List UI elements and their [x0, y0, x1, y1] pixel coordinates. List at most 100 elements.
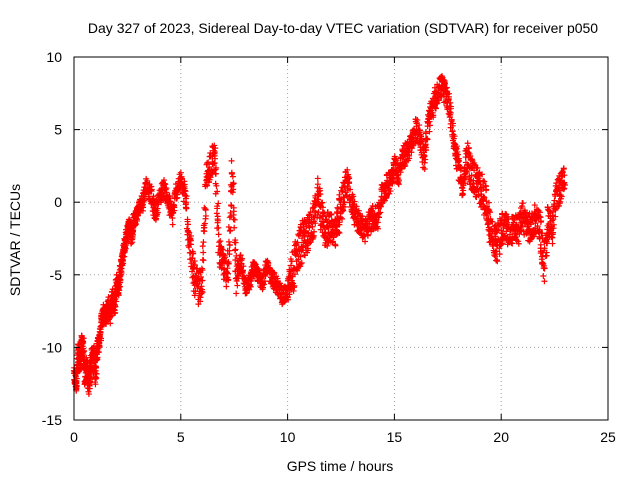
- data-point: [171, 207, 178, 214]
- x-tick-label: 25: [600, 429, 616, 445]
- data-point: [466, 150, 473, 157]
- data-point: [230, 204, 237, 211]
- data-point: [502, 232, 509, 239]
- data-point: [553, 180, 560, 187]
- data-point: [389, 179, 396, 186]
- data-point: [183, 204, 190, 211]
- data-point: [186, 229, 193, 236]
- data-point: [418, 133, 425, 140]
- data-point: [204, 182, 211, 189]
- data-point: [198, 274, 205, 281]
- data-point: [297, 263, 304, 270]
- data-point: [481, 178, 488, 185]
- data-point: [402, 162, 409, 169]
- data-point: [531, 202, 538, 209]
- data-point: [118, 261, 125, 268]
- data-point: [304, 245, 311, 252]
- data-point: [516, 231, 523, 238]
- data-point: [464, 140, 471, 147]
- data-series: [70, 73, 569, 398]
- data-point: [445, 90, 452, 97]
- data-point: [197, 294, 204, 301]
- data-point: [169, 221, 176, 228]
- data-point: [423, 136, 430, 143]
- data-point: [294, 267, 301, 274]
- axis-ticks: [73, 56, 609, 421]
- data-point: [549, 234, 556, 241]
- data-point: [314, 175, 321, 182]
- data-point: [474, 186, 481, 193]
- data-point: [549, 240, 556, 247]
- data-point: [418, 138, 425, 145]
- data-point: [286, 291, 293, 298]
- data-point: [493, 248, 500, 255]
- data-point: [451, 133, 458, 140]
- data-point: [214, 188, 221, 195]
- data-point: [307, 209, 314, 216]
- data-point: [223, 269, 230, 276]
- data-point: [459, 190, 466, 197]
- data-point: [341, 203, 348, 210]
- data-point: [128, 240, 135, 247]
- data-point: [261, 278, 268, 285]
- data-point: [305, 230, 312, 237]
- data-point: [324, 242, 331, 249]
- data-point: [96, 343, 103, 350]
- data-point: [549, 217, 556, 224]
- data-point: [226, 214, 233, 221]
- data-point: [416, 122, 423, 129]
- data-point: [528, 221, 535, 228]
- data-point: [184, 221, 191, 228]
- data-point: [509, 240, 516, 247]
- data-point: [426, 122, 433, 129]
- data-point: [499, 240, 506, 247]
- data-point: [147, 187, 154, 194]
- data-point: [116, 279, 123, 286]
- chart-title: Day 327 of 2023, Sidereal Day-to-day VTE…: [88, 20, 598, 36]
- data-point: [387, 188, 394, 195]
- data-point: [222, 254, 229, 261]
- data-point: [85, 391, 92, 398]
- data-point: [112, 309, 119, 316]
- data-point: [332, 242, 339, 249]
- data-point: [558, 193, 565, 200]
- data-point: [551, 197, 558, 204]
- data-point: [317, 191, 324, 198]
- data-point: [377, 209, 384, 216]
- data-point: [548, 233, 555, 240]
- x-tick-label: 10: [280, 429, 296, 445]
- data-point: [540, 273, 547, 280]
- data-point: [434, 100, 441, 107]
- data-point: [148, 188, 155, 195]
- data-point: [161, 180, 168, 187]
- data-point: [232, 239, 239, 246]
- data-point: [225, 260, 232, 267]
- data-point: [211, 159, 218, 166]
- data-point: [386, 190, 393, 197]
- data-point: [226, 247, 233, 254]
- y-axis-label: SDTVAR / TECUs: [7, 184, 23, 296]
- data-point: [467, 176, 474, 183]
- data-point: [183, 199, 190, 206]
- data-point: [309, 223, 316, 230]
- data-point: [360, 233, 367, 240]
- data-point: [462, 180, 469, 187]
- data-point: [433, 100, 440, 107]
- data-point: [345, 174, 352, 181]
- data-point: [519, 200, 526, 207]
- data-point: [216, 239, 223, 246]
- data-point: [199, 289, 206, 296]
- data-point: [492, 253, 499, 260]
- data-point: [201, 220, 208, 227]
- data-point: [98, 335, 105, 342]
- data-point: [199, 277, 206, 284]
- data-point: [118, 265, 125, 272]
- x-tick-label: 20: [493, 429, 509, 445]
- data-point: [190, 264, 197, 271]
- data-point: [386, 185, 393, 192]
- data-point: [294, 239, 301, 246]
- grid: [74, 57, 608, 420]
- data-point: [215, 200, 222, 207]
- data-point: [214, 203, 221, 210]
- data-point: [113, 298, 120, 305]
